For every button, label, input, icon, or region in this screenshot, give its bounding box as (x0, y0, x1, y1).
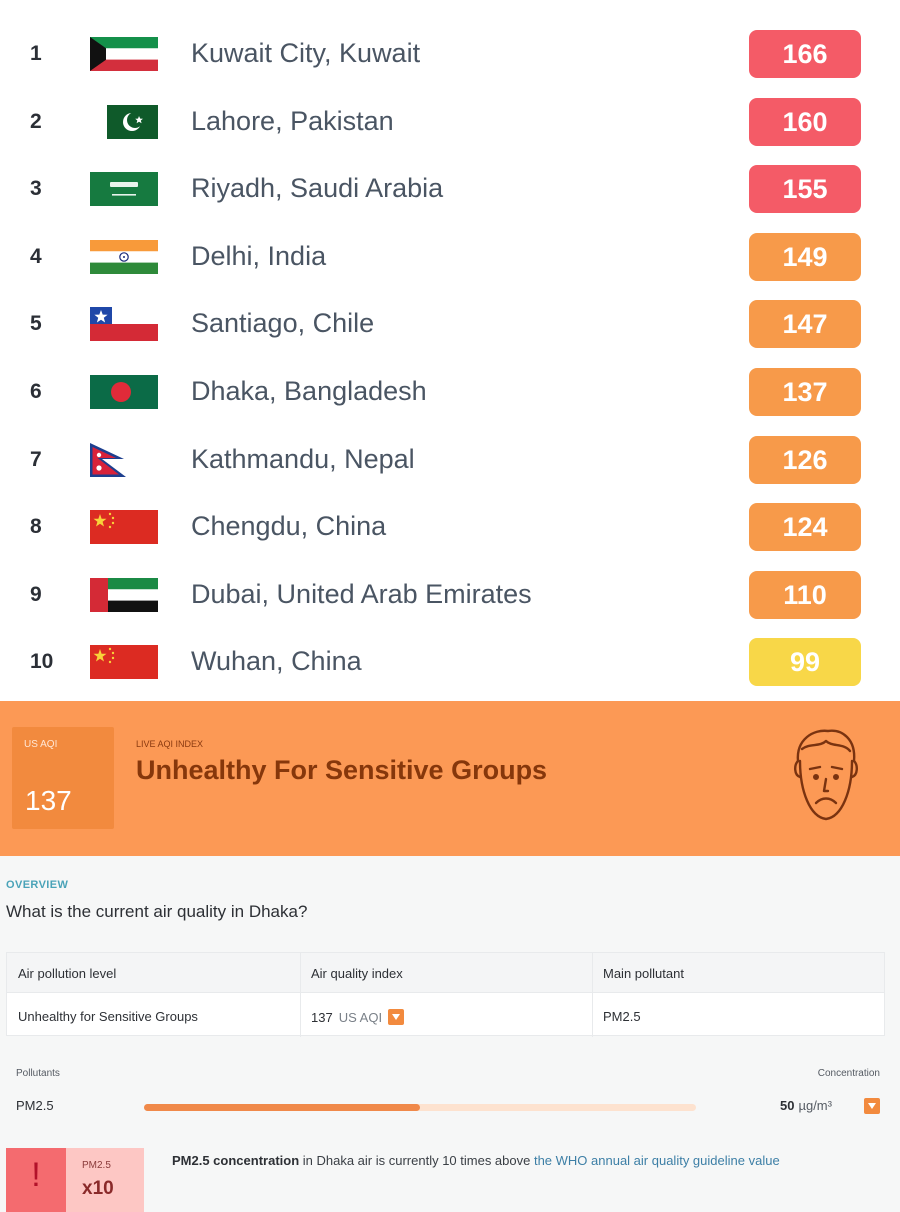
chile-flag (90, 307, 158, 342)
aqi-badge: 155 (749, 165, 861, 214)
concentration-value: 50 (780, 1098, 795, 1113)
aqi-unit: US AQI (338, 1010, 383, 1025)
sad-face-icon (780, 721, 870, 831)
live-aqi-label: LIVE AQI INDEX (136, 739, 204, 749)
pollutant-name: PM2.5 (16, 1098, 54, 1113)
aqi-badge: 160 (749, 97, 861, 146)
pakistan-flag (90, 104, 158, 139)
concentration-bar (144, 1104, 696, 1111)
aqi-badge: 137 (749, 367, 861, 416)
city-name[interactable]: Lahore, Pakistan (191, 105, 394, 136)
chevron-down-icon[interactable] (388, 1009, 405, 1025)
city-name[interactable]: Riyadh, Saudi Arabia (191, 173, 444, 204)
ranking-row[interactable]: 2 Lahore, Pakistan 160 (0, 88, 900, 156)
aqi-badge: 110 (749, 570, 861, 619)
china-flag (90, 510, 158, 545)
concentration-unit: µg/m³ (798, 1098, 832, 1113)
aqi-badge: 166 (749, 30, 861, 78)
aqi-box-label: US AQI (24, 739, 58, 750)
city-name[interactable]: Santiago, Chile (191, 308, 375, 339)
concentration-reading: 50 µg/m³ (780, 1098, 832, 1113)
exclamation-icon: ! (6, 1148, 66, 1212)
india-flag (90, 239, 158, 274)
header-air-quality-index: Air quality index (311, 966, 403, 981)
who-multiplier-badge: ! PM2.5 x10 (6, 1148, 144, 1212)
concentration-bar-fill (144, 1104, 420, 1111)
ranking-row[interactable]: 8 Chengdu, China 124 (0, 493, 900, 561)
column-divider (300, 953, 301, 1037)
ranking-row[interactable]: 10 Wuhan, China 99 (0, 628, 900, 696)
aqi-badge: 149 (749, 232, 861, 281)
alert-description: PM2.5 concentration in Dhaka air is curr… (172, 1153, 780, 1168)
chevron-down-icon[interactable] (864, 1098, 880, 1114)
city-name[interactable]: Chengdu, China (191, 511, 387, 542)
concentration-label: Concentration (817, 1068, 880, 1079)
ranking-row[interactable]: 4 Delhi, India 149 (0, 223, 900, 291)
aqi-value-box: US AQI 137 (12, 727, 114, 829)
who-guideline-link[interactable]: the WHO annual air quality guideline val… (533, 1153, 780, 1168)
alert-multiplier: x10 (82, 1178, 114, 1199)
rank-number: 6 (30, 379, 42, 403)
city-name[interactable]: Wuhan, China (191, 646, 362, 677)
main-pollutant-value: PM2.5 (603, 1009, 641, 1024)
air-quality-summary-table: Air pollution level Air quality index Ma… (6, 952, 885, 1037)
aqi-cell: 137 US AQI (311, 1009, 405, 1025)
alert-text-middle: in Dhaka air is currently 10 times above (299, 1153, 534, 1168)
aqi-number: 137 (311, 1010, 333, 1025)
city-name[interactable]: Kuwait City, Kuwait (191, 38, 421, 68)
rank-number: 5 (30, 312, 42, 336)
rank-number: 1 (30, 42, 42, 65)
aqi-badge: 126 (749, 435, 861, 484)
column-divider (592, 953, 593, 1037)
saudi-arabia-flag (90, 172, 158, 207)
ranking-row[interactable]: 6 Dhaka, Bangladesh 137 (0, 358, 900, 426)
city-ranking-list: 1 Kuwait City, Kuwait 166 2 Lahore, Pakistan… (0, 20, 900, 696)
pollutants-label: Pollutants (16, 1068, 60, 1079)
bangladesh-flag (90, 374, 158, 409)
header-pollution-level: Air pollution level (18, 966, 117, 981)
alert-text-bold: PM2.5 concentration (172, 1153, 300, 1168)
aqi-badge: 124 (749, 503, 861, 552)
aqi-box-value: 137 (25, 785, 72, 816)
ranking-row[interactable]: 3 Riyadh, Saudi Arabia 155 (0, 155, 900, 223)
kuwait-flag (90, 37, 158, 71)
ranking-row[interactable]: 9 Dubai, United Arab Emirates 110 (0, 561, 900, 629)
aqi-status-title: Unhealthy For Sensitive Groups (136, 755, 548, 785)
ranking-row[interactable]: 7 Kathmandu, Nepal 126 (0, 426, 900, 494)
alert-pollutant: PM2.5 (82, 1160, 111, 1171)
overview-section: OVERVIEW What is the current air quality… (0, 856, 900, 1212)
overview-question: What is the current air quality in Dhaka… (6, 902, 308, 921)
rank-number: 2 (30, 109, 42, 133)
exclamation-mark: ! (31, 1156, 41, 1194)
pollution-level-value: Unhealthy for Sensitive Groups (18, 1009, 198, 1024)
uae-flag (90, 577, 158, 612)
rank-number: 8 (30, 515, 42, 539)
aqi-status-banner: US AQI 137 LIVE AQI INDEX Unhealthy For … (0, 701, 900, 856)
rank-number: 3 (30, 177, 42, 201)
aqi-badge: 99 (749, 638, 861, 687)
header-main-pollutant: Main pollutant (603, 966, 684, 981)
rank-number: 4 (30, 244, 42, 268)
table-header-row (7, 953, 884, 993)
city-name[interactable]: Delhi, India (191, 240, 327, 271)
aqi-badge: 147 (749, 300, 861, 349)
rank-number: 7 (30, 447, 42, 471)
ranking-row[interactable]: 5 Santiago, Chile 147 (0, 290, 900, 358)
china-flag (90, 645, 158, 680)
city-name[interactable]: Kathmandu, Nepal (191, 443, 415, 474)
city-name[interactable]: Dhaka, Bangladesh (191, 375, 427, 406)
city-name[interactable]: Dubai, United Arab Emirates (191, 578, 532, 609)
overview-label: OVERVIEW (6, 879, 69, 891)
rank-number: 9 (30, 582, 42, 606)
nepal-flag (90, 442, 158, 477)
ranking-row[interactable]: 1 Kuwait City, Kuwait 166 (0, 20, 900, 88)
rank-number: 10 (30, 650, 54, 674)
